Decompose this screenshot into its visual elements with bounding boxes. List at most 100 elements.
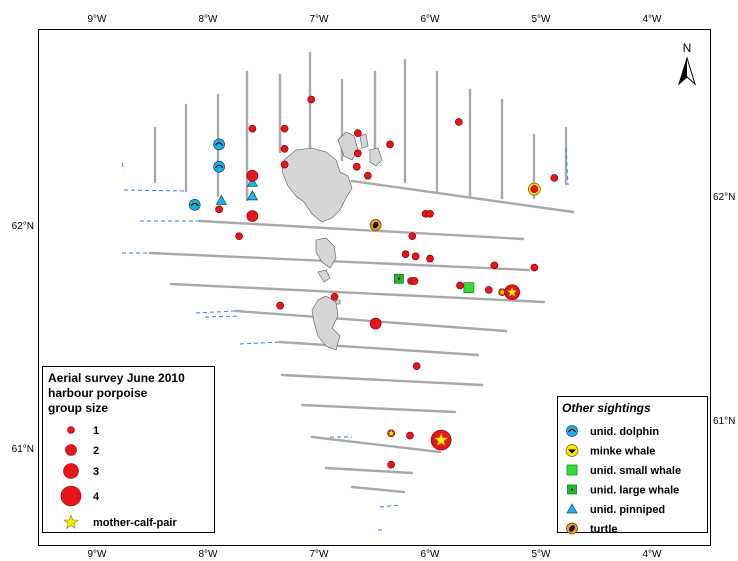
other-legend-item: unid. large whale — [567, 485, 679, 497]
porpoise-group-marker — [352, 162, 361, 171]
porpoise-group-marker — [354, 149, 362, 158]
porpoise-group-marker — [406, 431, 414, 440]
porpoise-group-marker — [307, 95, 316, 104]
island-shape — [315, 237, 337, 269]
other-legend-item: minke whale — [565, 444, 655, 458]
size-4-label: 4 — [93, 491, 100, 503]
other-legend-title: Other sightings — [562, 401, 651, 415]
porpoise-group-marker — [246, 169, 259, 182]
porpoise-sighting — [246, 169, 259, 182]
porpoise-group-marker — [408, 232, 417, 241]
dolphin-glyph — [190, 202, 199, 207]
mother-calf-star-icon — [433, 432, 449, 447]
dolphin-icon — [566, 425, 578, 437]
other-sighting-large_whale — [394, 273, 404, 284]
porpoise-sighting — [504, 284, 520, 301]
other-sighting-dolphin — [188, 198, 201, 211]
porpoise-group-marker — [410, 277, 419, 285]
porpoise-sighting — [426, 254, 434, 263]
transect-line — [350, 179, 575, 214]
square-icon — [463, 282, 475, 294]
triangle-icon — [566, 503, 578, 514]
other-legend-label: minke whale — [590, 446, 655, 458]
porpoise-group-marker — [426, 209, 434, 218]
transect-line — [278, 340, 480, 357]
north-arrow: N — [678, 41, 696, 86]
porpoise-sighting — [456, 281, 464, 290]
faroe-islands — [281, 131, 383, 351]
transect-line — [310, 435, 442, 454]
transect-line — [198, 219, 525, 241]
porpoise-sighting — [280, 144, 289, 153]
porpoise-group-marker — [490, 261, 499, 270]
other-legend-item: unid. dolphin — [566, 425, 659, 438]
triangle-icon — [246, 176, 258, 187]
size-3-symbol — [63, 463, 79, 479]
porpoise-group-marker — [280, 160, 289, 169]
porpoise-sighting — [248, 124, 257, 133]
y-axis-left: 62°N 61°N — [12, 221, 34, 455]
porpoise-sighting — [401, 250, 410, 258]
off-effort-line — [121, 162, 125, 171]
porpoise-sighting — [363, 171, 372, 180]
y-tick-label: 62°N — [12, 221, 34, 232]
island-shape — [311, 295, 341, 351]
porpoise-group-marker — [215, 205, 223, 214]
other-legend-label: unid. large whale — [590, 485, 679, 497]
porpoise-sighting — [387, 429, 396, 438]
x-tick-label: 8°W — [199, 549, 219, 560]
x-tick-label: 7°W — [310, 14, 330, 25]
y-axis-right: 62°N 61°N — [713, 192, 735, 427]
dolphin-icon — [213, 138, 225, 151]
porpoise-group-marker — [401, 250, 410, 258]
other-legend-item: unid. pinniped — [566, 503, 665, 516]
dolphin-glyph — [215, 142, 224, 146]
off-effort-line — [565, 147, 569, 186]
porpoise-sighting — [530, 185, 539, 194]
island-shape — [359, 133, 369, 149]
north-label: N — [683, 41, 692, 55]
other-sighting-pinniped — [215, 194, 227, 205]
porpoise-sighting — [410, 277, 419, 285]
transect-line — [169, 282, 546, 304]
porpoise-sighting — [280, 124, 289, 133]
porpoise-sighting — [386, 140, 394, 149]
legend-title-line: Aerial survey June 2010 — [48, 371, 185, 385]
square-dot-glyph — [397, 277, 401, 280]
porpoise-sighting — [354, 129, 362, 138]
transect-line — [324, 466, 414, 475]
mother-calf-label: mother-calf-pair — [93, 517, 177, 529]
x-tick-label: 6°W — [421, 14, 441, 25]
porpoise-group-marker — [530, 263, 539, 272]
x-tick-label: 5°W — [532, 549, 552, 560]
x-tick-label: 8°W — [199, 14, 219, 25]
x-tick-label: 9°W — [88, 14, 108, 25]
porpoise-group-marker — [246, 210, 259, 222]
off-effort-line — [239, 341, 283, 345]
porpoise-sighting — [246, 210, 259, 222]
island-shape — [317, 269, 331, 283]
other-sighting-turtle — [369, 219, 382, 231]
legend-title-line: group size — [48, 401, 108, 415]
porpoise-sighting — [307, 95, 316, 104]
x-tick-label: 6°W — [421, 549, 441, 560]
x-tick-label: 9°W — [88, 549, 108, 560]
porpoise-sighting — [406, 431, 414, 440]
porpoise-group-marker — [330, 292, 339, 301]
porpoise-sighting — [215, 205, 223, 214]
x-tick-label: 5°W — [532, 14, 552, 25]
square-icon — [566, 464, 578, 476]
transect-line — [280, 373, 484, 387]
x-axis-bottom: 9°W 8°W 7°W 6°W 5°W 4°W — [88, 549, 663, 560]
porpoise-group-marker — [386, 140, 394, 149]
porpoise-sighting — [530, 263, 539, 272]
porpoise-group-marker — [276, 301, 284, 310]
porpoise-sighting — [276, 301, 284, 310]
porpoise-group-marker — [456, 281, 464, 290]
porpoise-sighting — [369, 317, 382, 330]
porpoise-sighting — [430, 429, 452, 451]
porpoise-sighting — [412, 362, 421, 370]
y-tick-label: 61°N — [713, 416, 735, 427]
dolphin-glyph — [215, 164, 224, 169]
